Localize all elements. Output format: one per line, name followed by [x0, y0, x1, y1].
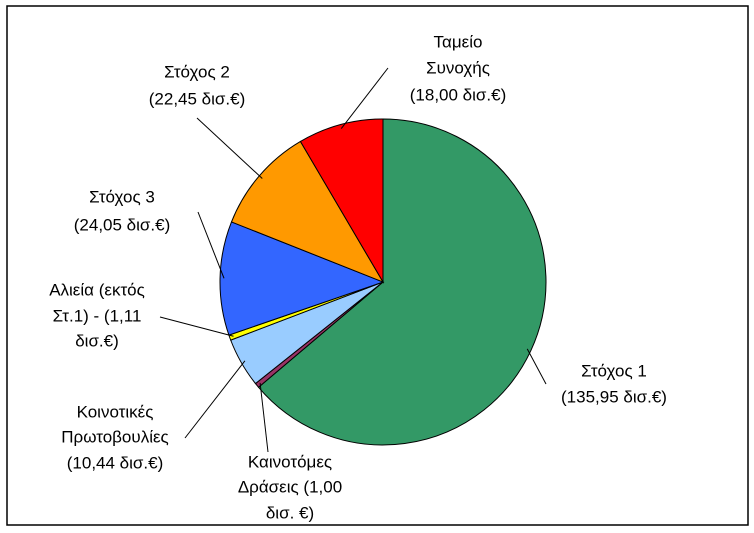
pie-slice — [257, 118, 547, 446]
slice-label: (135,95 δισ.€) — [561, 387, 667, 406]
slice-label: (22,45 δισ.€) — [149, 89, 246, 108]
slice-label: Στ.1) - (1,11 — [53, 306, 142, 325]
slice-label: δισ.€) — [75, 331, 119, 350]
pie-slice — [219, 221, 385, 336]
leader-line — [196, 117, 263, 179]
leader-line — [526, 348, 547, 385]
pie-slice — [299, 118, 384, 284]
slice-label: Πρωτοβουλίες — [61, 427, 169, 446]
slice-label: (18,00 δισ.€) — [410, 85, 507, 104]
slice-label: (10,44 δισ.€) — [67, 453, 164, 472]
slice-label: Στόχος 1 — [581, 361, 647, 380]
slice-label: Ταμείο — [434, 32, 483, 51]
leader-line — [159, 316, 234, 337]
slice-label: Στόχος 3 — [89, 187, 155, 206]
slice-label: Δράσεις (1,00 — [238, 477, 342, 496]
slice-label: Κοινοτικές — [77, 402, 154, 421]
leader-line — [259, 382, 269, 453]
slice-label: Αλιεία (εκτός — [49, 280, 145, 299]
slice-label: Καινοτόμες — [248, 452, 332, 471]
leader-line — [340, 67, 389, 129]
slice-label: δισ. €) — [266, 503, 314, 522]
slice-label: Στόχος 2 — [164, 62, 230, 81]
slice-label: (24,05 δισ.€) — [74, 215, 171, 234]
leader-line — [197, 211, 225, 279]
slice-label: Συνοχής — [426, 58, 490, 77]
leader-line — [184, 360, 246, 439]
